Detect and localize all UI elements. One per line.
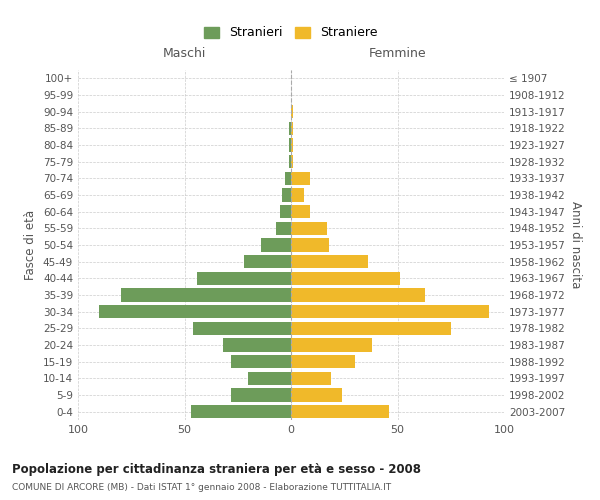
Text: Femmine: Femmine — [368, 47, 427, 60]
Legend: Stranieri, Straniere: Stranieri, Straniere — [198, 20, 384, 46]
Bar — [291, 322, 451, 335]
Bar — [291, 172, 310, 185]
Bar — [289, 155, 291, 168]
Bar — [291, 372, 331, 385]
Y-axis label: Fasce di età: Fasce di età — [25, 210, 37, 280]
Bar — [100, 305, 291, 318]
Bar — [291, 222, 327, 235]
Bar — [284, 172, 291, 185]
Y-axis label: Anni di nascita: Anni di nascita — [569, 202, 582, 288]
Bar — [283, 188, 291, 202]
Bar — [191, 405, 291, 418]
Text: COMUNE DI ARCORE (MB) - Dati ISTAT 1° gennaio 2008 - Elaborazione TUTTITALIA.IT: COMUNE DI ARCORE (MB) - Dati ISTAT 1° ge… — [12, 484, 391, 492]
Bar — [291, 138, 293, 151]
Bar — [291, 105, 293, 118]
Bar — [193, 322, 291, 335]
Bar — [223, 338, 291, 351]
Bar — [261, 238, 291, 252]
Text: Maschi: Maschi — [163, 47, 206, 60]
Bar — [291, 288, 425, 302]
Bar — [291, 255, 368, 268]
Bar — [232, 355, 291, 368]
Bar — [291, 305, 489, 318]
Bar — [289, 138, 291, 151]
Bar — [291, 405, 389, 418]
Text: Popolazione per cittadinanza straniera per età e sesso - 2008: Popolazione per cittadinanza straniera p… — [12, 462, 421, 475]
Bar — [291, 155, 293, 168]
Bar — [291, 388, 342, 402]
Bar — [280, 205, 291, 218]
Bar — [248, 372, 291, 385]
Bar — [291, 272, 400, 285]
Bar — [276, 222, 291, 235]
Bar — [121, 288, 291, 302]
Bar — [291, 205, 310, 218]
Bar — [289, 122, 291, 135]
Bar — [291, 122, 293, 135]
Bar — [232, 388, 291, 402]
Bar — [291, 188, 304, 202]
Bar — [244, 255, 291, 268]
Bar — [291, 355, 355, 368]
Bar — [197, 272, 291, 285]
Bar — [291, 238, 329, 252]
Bar — [291, 338, 372, 351]
